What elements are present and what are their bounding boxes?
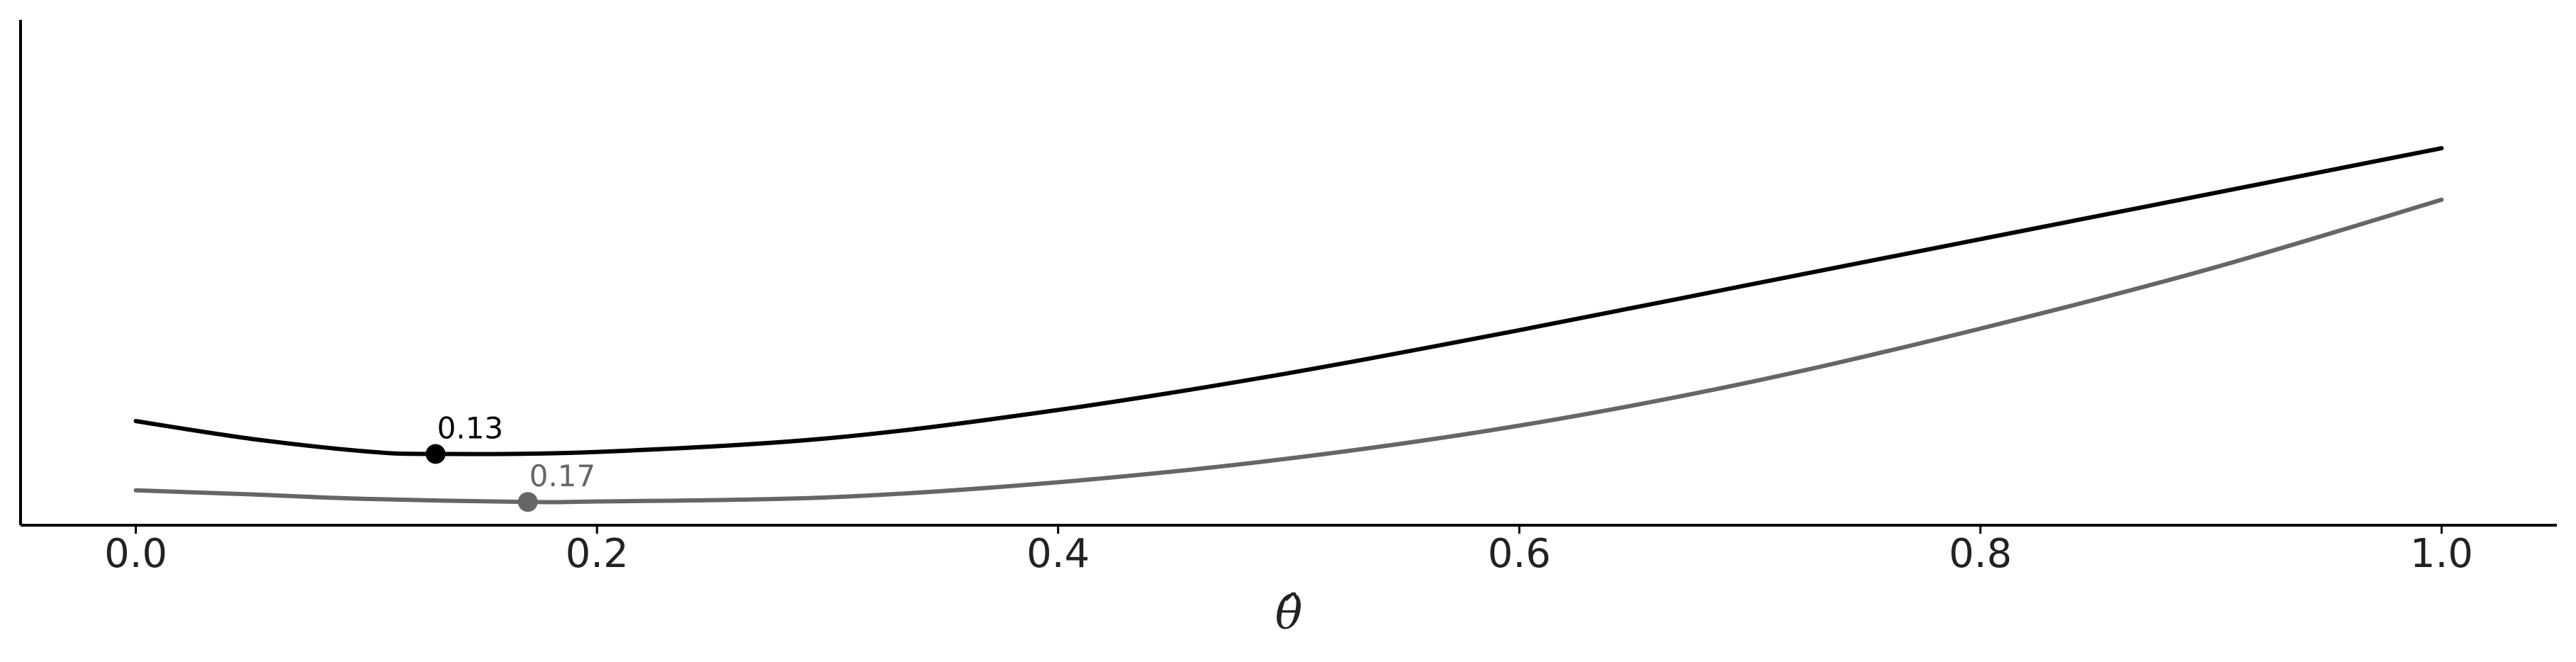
minimum-point-1 <box>425 444 446 464</box>
series-layer <box>133 146 2444 505</box>
x-tick-label: 0.8 <box>1949 531 2012 577</box>
minimum-point-2 <box>517 492 538 512</box>
x-tick-label: 0.0 <box>104 531 167 577</box>
x-tick-label: 0.6 <box>1488 531 1551 577</box>
series-line-2 <box>133 197 2444 505</box>
minimum-label-2: 0.17 <box>530 459 596 493</box>
x-axis-label: θ̂ <box>1275 588 1303 640</box>
x-tick-label: 0.2 <box>566 531 629 577</box>
series-line-1 <box>133 146 2444 456</box>
x-tick-label: 0.4 <box>1026 531 1090 577</box>
x-ticks: 0.0 0.2 0.4 0.6 0.8 1.0 <box>104 525 2473 577</box>
minimum-label-1: 0.13 <box>437 411 504 446</box>
minimum-markers: 0.13 0.17 <box>425 411 596 512</box>
x-tick-label: 1.0 <box>2410 531 2473 577</box>
